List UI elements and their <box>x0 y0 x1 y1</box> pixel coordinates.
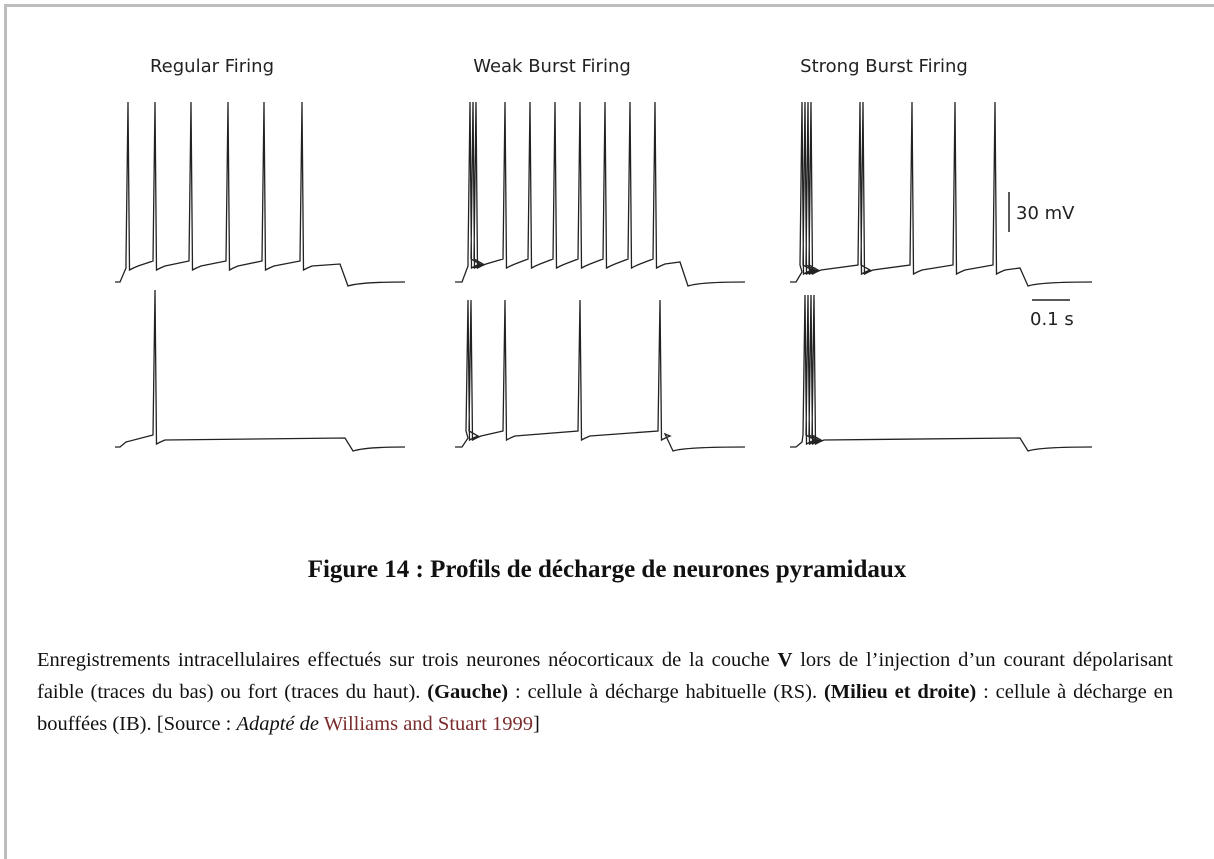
text-segment: : cellule à décharge habituelle (RS). <box>508 681 824 703</box>
text-segment[interactable]: Williams and Stuart 1999 <box>323 713 534 735</box>
panel-title: Regular Firing <box>150 56 274 77</box>
voltage-trace <box>455 101 746 287</box>
caption: Figure 14 : Profils de décharge de neuro… <box>307 556 907 583</box>
time-scale-label: 0.1 s <box>1030 309 1074 330</box>
voltage-trace <box>115 101 406 287</box>
text-segment: : cellule à décharge en bouffées (IB). [… <box>37 681 1173 735</box>
voltage-scale-label: 30 mV <box>1016 203 1075 224</box>
panel-title: Strong Burst Firing <box>800 56 968 77</box>
text-segment: V <box>777 649 793 671</box>
text-segment: (Milieu et droite) <box>823 681 977 703</box>
paragraph: Enregistrements intracellulaires effectu… <box>37 644 1173 740</box>
panel-title: Weak Burst Firing <box>473 56 631 77</box>
voltage-trace <box>115 289 406 452</box>
voltage-trace <box>790 101 1093 287</box>
text-segment: Enregistrements intracellulaires effectu… <box>37 649 778 671</box>
text-segment: (Gauche) <box>427 681 509 703</box>
text-segment: ] <box>533 713 540 735</box>
text-segment: Adapté de <box>236 713 319 735</box>
voltage-trace <box>790 294 1093 452</box>
voltage-trace <box>455 299 746 452</box>
text-segment: lors de l’injection d’un courant dépolar… <box>37 649 1173 703</box>
figure: Regular Firing Weak Burst Firing Strong … <box>115 56 1093 452</box>
frame <box>4 4 1214 859</box>
